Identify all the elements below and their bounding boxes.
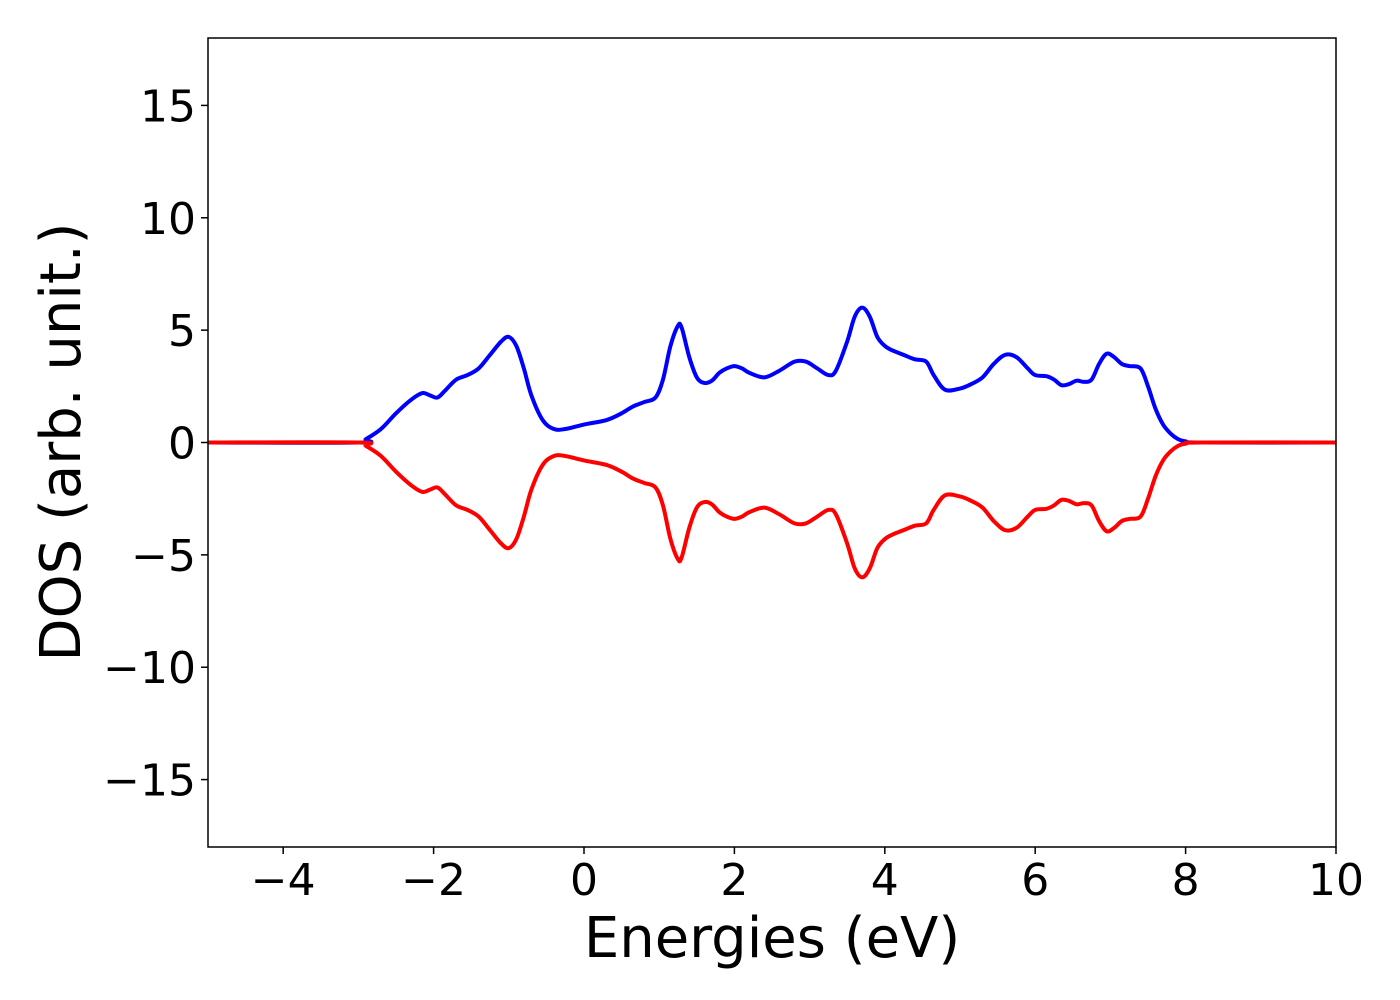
y-tick-label: −15 [103,756,196,807]
x-tick-label: 0 [570,855,598,906]
series-line-positive [207,305,1337,445]
y-tick-label: 15 [140,81,196,132]
x-tick-label: 4 [871,855,899,906]
y-tick-label: −10 [103,643,196,694]
x-tick-label: −2 [401,855,466,906]
x-tick-label: 6 [1021,855,1049,906]
y-axis-title: DOS (arb. unit.) [29,222,94,661]
y-tick-label: 10 [140,194,196,245]
x-axis-title: Energies (eV) [584,906,960,971]
y-axis-ticks: −15 −10 −5 0 5 10 15 [103,81,208,807]
x-axis-ticks: −4 −2 0 2 4 6 8 10 [251,847,1364,906]
plot-area [208,38,1336,847]
x-tick-label: −4 [251,855,316,906]
series-line-negative [207,440,1337,580]
y-tick-label: −5 [131,531,196,582]
x-tick-label: 10 [1308,855,1364,906]
x-tick-label: 2 [720,855,748,906]
x-tick-label: 8 [1172,855,1200,906]
y-tick-label: 5 [168,306,196,357]
y-tick-label: 0 [168,419,196,470]
series-layer [207,305,1337,580]
